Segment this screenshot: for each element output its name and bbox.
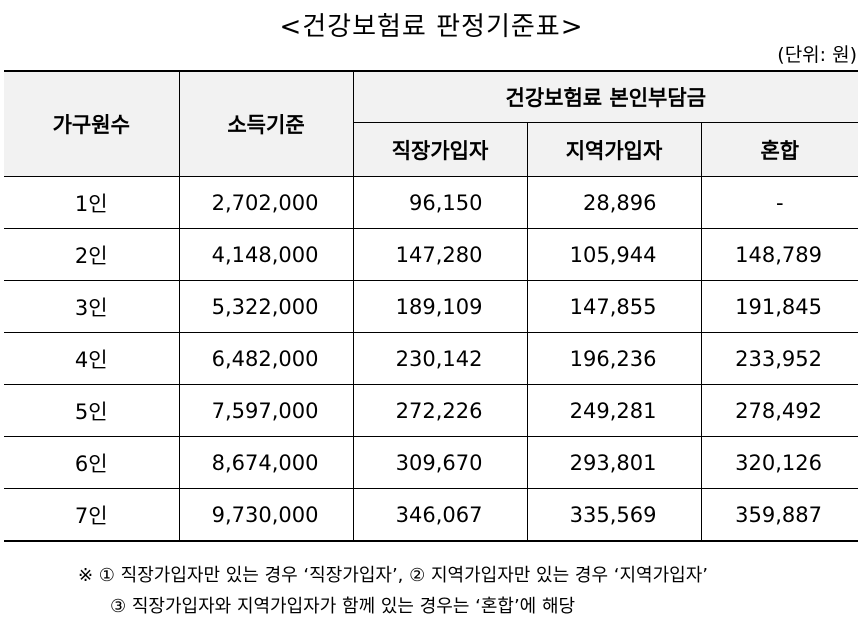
header-employee: 직장가입자 xyxy=(353,122,528,177)
mixed-cell: 359,887 xyxy=(700,488,859,542)
household-cell: 3인 xyxy=(4,280,180,333)
household-cell: 6인 xyxy=(4,436,180,489)
income-cell: 2,702,000 xyxy=(178,176,354,229)
table-row: 2인 4,148,000 147,280 105,944 148,789 xyxy=(4,228,859,281)
regional-cell: 28,896 xyxy=(526,176,702,229)
mixed-cell: 233,952 xyxy=(700,332,859,385)
regional-cell: 335,569 xyxy=(526,488,702,542)
table-row: 4인 6,482,000 230,142 196,236 233,952 xyxy=(4,332,859,385)
table-row: 3인 5,322,000 189,109 147,855 191,845 xyxy=(4,280,859,333)
mixed-cell: 191,845 xyxy=(700,280,859,333)
income-cell: 5,322,000 xyxy=(178,280,354,333)
header-mixed: 혼합 xyxy=(700,122,859,177)
household-cell: 5인 xyxy=(4,384,180,437)
household-cell: 1인 xyxy=(4,176,180,229)
household-cell: 7인 xyxy=(4,488,180,542)
premium-criteria-table: 가구원수 소득기준 건강보험료 본인부담금 직장가입자 지역가입자 혼합 1인 … xyxy=(4,70,859,542)
regional-cell: 196,236 xyxy=(526,332,702,385)
page-title: <건강보험료 판정기준표> xyxy=(279,12,584,42)
regional-cell: 249,281 xyxy=(526,384,702,437)
income-cell: 7,597,000 xyxy=(178,384,354,437)
employee-cell: 189,109 xyxy=(352,280,528,333)
unit-label: (단위: 원) xyxy=(777,44,857,66)
mixed-cell: 278,492 xyxy=(700,384,859,437)
footnote: ※ ① 직장가입자만 있는 경우 ‘직장가입자’, ② 지역가입자만 있는 경우… xyxy=(78,560,708,622)
employee-cell: 346,067 xyxy=(352,488,528,542)
header-household: 가구원수 xyxy=(4,70,180,177)
header-income: 소득기준 xyxy=(178,70,354,177)
income-cell: 9,730,000 xyxy=(178,488,354,542)
household-cell: 4인 xyxy=(4,332,180,385)
footnote-line-2: ③ 직장가입자와 지역가입자가 함께 있는 경우는 ‘혼합’에 해당 xyxy=(110,596,576,617)
header-regional: 지역가입자 xyxy=(526,122,702,177)
employee-cell: 230,142 xyxy=(352,332,528,385)
income-cell: 8,674,000 xyxy=(178,436,354,489)
table-row: 1인 2,702,000 96,150 28,896 - xyxy=(4,176,859,229)
mixed-cell: 148,789 xyxy=(700,228,859,281)
mixed-cell: 320,126 xyxy=(700,436,859,489)
household-cell: 2인 xyxy=(4,228,180,281)
footnote-line-1: ※ ① 직장가입자만 있는 경우 ‘직장가입자’, ② 지역가입자만 있는 경우… xyxy=(78,565,708,586)
employee-cell: 309,670 xyxy=(352,436,528,489)
table-row: 7인 9,730,000 346,067 335,569 359,887 xyxy=(4,488,859,542)
employee-cell: 147,280 xyxy=(352,228,528,281)
mixed-cell: - xyxy=(700,176,859,229)
employee-cell: 272,226 xyxy=(352,384,528,437)
regional-cell: 293,801 xyxy=(526,436,702,489)
table-row: 5인 7,597,000 272,226 249,281 278,492 xyxy=(4,384,859,437)
regional-cell: 147,855 xyxy=(526,280,702,333)
header-premium-group: 건강보험료 본인부담금 xyxy=(352,70,859,123)
regional-cell: 105,944 xyxy=(526,228,702,281)
employee-cell: 96,150 xyxy=(352,176,528,229)
income-cell: 6,482,000 xyxy=(178,332,354,385)
table-row: 6인 8,674,000 309,670 293,801 320,126 xyxy=(4,436,859,489)
income-cell: 4,148,000 xyxy=(178,228,354,281)
